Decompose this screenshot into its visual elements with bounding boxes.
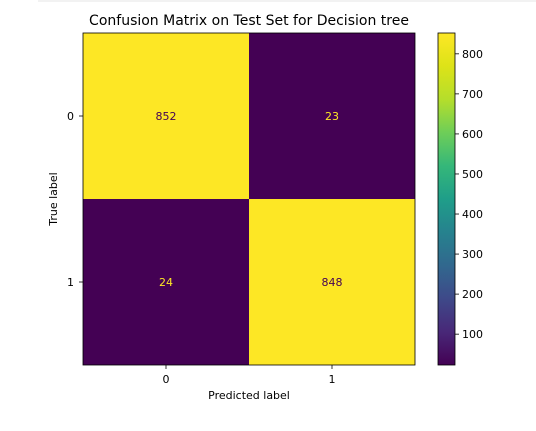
matrix-value-0-1: 23 [325, 110, 339, 123]
x-axis-label: Predicted label [208, 389, 290, 402]
chart-title: Confusion Matrix on Test Set for Decisio… [89, 13, 409, 29]
y-axis-label: True label [47, 172, 60, 226]
matrix-value-1-1: 848 [322, 276, 343, 289]
matrix-cell-0-1 [249, 33, 415, 199]
matrix-value-0-0: 852 [156, 110, 177, 123]
colorbar-tick-label-700: 700 [462, 88, 483, 101]
matrix-value-labels: 852 23 24 848 [156, 110, 343, 289]
matrix-cell-0-0 [83, 33, 249, 199]
matrix-cell-1-1 [249, 199, 415, 365]
colorbar-tick-label-800: 800 [462, 48, 483, 61]
colorbar-tick-label-100: 100 [462, 328, 483, 341]
colorbar-tick-label-400: 400 [462, 208, 483, 221]
matrix-cell-1-0 [83, 199, 249, 365]
colorbar-tick-label-200: 200 [462, 288, 483, 301]
x-tick-label-0: 0 [163, 373, 170, 386]
x-tick-label-1: 1 [329, 373, 336, 386]
colorbar-tick-label-600: 600 [462, 128, 483, 141]
y-tick-label-1: 1 [67, 276, 74, 289]
matrix-cells [83, 33, 415, 365]
colorbar-tick-label-300: 300 [462, 248, 483, 261]
y-tick-label-0: 0 [67, 110, 74, 123]
colorbar-tick-label-500: 500 [462, 168, 483, 181]
colorbar [437, 32, 456, 366]
plot-frame [82, 32, 416, 366]
matrix-value-1-0: 24 [159, 276, 173, 289]
colorbar-ticks: 100 200 300 400 500 600 700 800 [455, 48, 483, 341]
